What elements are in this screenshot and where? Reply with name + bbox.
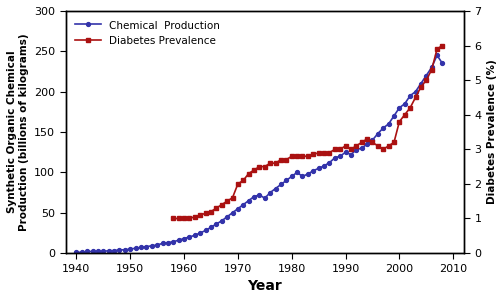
Chemical  Production xyxy=(197,231,203,235)
Legend: Chemical  Production, Diabetes Prevalence: Chemical Production, Diabetes Prevalence xyxy=(71,16,224,50)
Chemical  Production xyxy=(192,233,198,237)
X-axis label: Year: Year xyxy=(247,279,282,293)
Chemical  Production xyxy=(283,178,289,182)
Chemical  Production xyxy=(100,250,106,253)
Chemical  Production xyxy=(74,250,80,254)
Chemical  Production xyxy=(434,53,440,57)
Diabetes Prevalence xyxy=(364,137,370,141)
Diabetes Prevalence xyxy=(257,165,263,168)
Line: Chemical  Production: Chemical Production xyxy=(75,53,445,254)
Chemical  Production xyxy=(439,61,446,65)
Diabetes Prevalence xyxy=(251,168,257,172)
Y-axis label: Synthetic Organic Chemical
Production (billions of kilograms): Synthetic Organic Chemical Production (b… xyxy=(7,33,29,231)
Diabetes Prevalence xyxy=(170,217,176,220)
Diabetes Prevalence xyxy=(229,196,235,200)
Diabetes Prevalence xyxy=(348,148,354,151)
Diabetes Prevalence xyxy=(434,47,440,51)
Y-axis label: Diabetes Prevalence (%): Diabetes Prevalence (%) xyxy=(487,60,497,204)
Line: Diabetes Prevalence: Diabetes Prevalence xyxy=(171,44,445,220)
Chemical  Production xyxy=(143,245,149,248)
Chemical  Production xyxy=(428,66,434,69)
Diabetes Prevalence xyxy=(439,44,446,47)
